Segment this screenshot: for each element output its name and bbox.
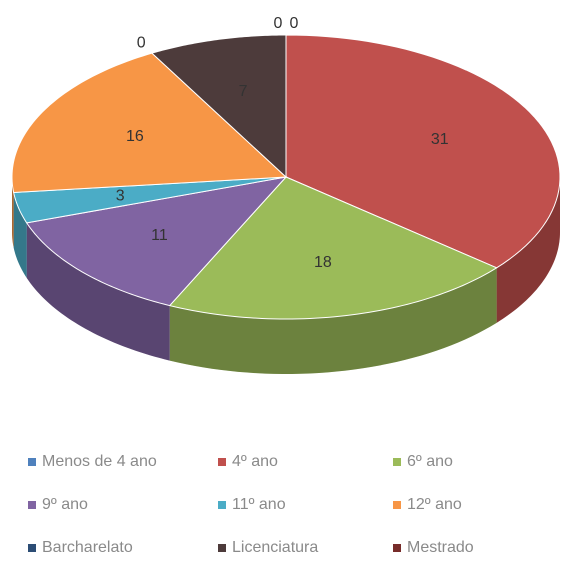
legend-swatch [28,458,36,466]
legend-swatch [218,458,226,466]
legend-label: Barcharelato [42,539,133,556]
legend-label: Licenciatura [232,539,318,556]
slice [13,176,287,224]
slice-side-shade [169,267,497,374]
slice-side [496,177,560,323]
data-label: 7 [239,83,248,100]
slice [25,176,288,307]
slice-side [13,192,27,278]
data-label: 16 [126,128,144,145]
pie-sides [12,177,560,374]
legend-label: Mestrado [407,539,474,556]
slice-side-shade [496,177,560,323]
legend-label: 4º ano [232,453,278,470]
legend: Menos de 4 ano 4º ano 6º ano 9º ano 11º ano 1… [28,453,474,556]
data-label: 0 [274,15,283,32]
data-label: 18 [314,254,332,271]
data-label: 0 [137,34,146,51]
legend-swatch [218,501,226,509]
legend-label: Menos de 4 ano [42,453,157,470]
legend-label: 12º ano [407,496,462,513]
pie-tops [11,34,561,320]
legend-label: 9º ano [42,496,88,513]
slice-side-shade [26,222,170,361]
slice-side [12,177,14,248]
data-labels: 0 31 18 11 3 16 0 7 0 [116,15,449,271]
slice-side [26,222,170,361]
slice-side [169,267,497,374]
slice [150,34,287,179]
slice [285,34,561,269]
legend-label: 6º ano [407,453,453,470]
legend-swatch [218,544,226,552]
legend-swatch [393,544,401,552]
data-label: 31 [431,131,449,148]
legend-swatch [393,458,401,466]
data-label: 3 [116,187,125,204]
data-label: 0 [290,15,299,32]
legend-label: 11º ano [232,496,286,513]
slice-side-shade [13,192,27,278]
legend-swatch [28,501,36,509]
slice-side-shade [12,177,14,248]
data-label: 11 [151,227,168,244]
legend-swatch [393,501,401,509]
legend-swatch [28,544,36,552]
slice [11,52,288,194]
slice [168,176,498,320]
